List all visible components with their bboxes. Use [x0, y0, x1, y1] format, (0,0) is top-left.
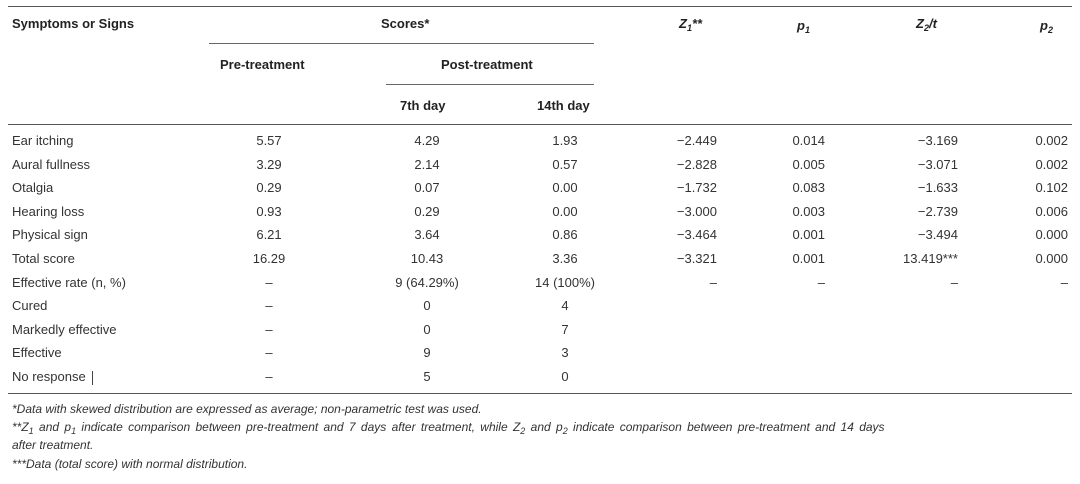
cell-day7: 3.64 — [414, 227, 440, 243]
row-label: No response — [12, 369, 86, 384]
row-label: Ear itching — [12, 133, 74, 148]
cell-z1: −2.449 — [676, 133, 717, 148]
cell-day7: 0.07 — [414, 180, 440, 196]
text-cursor — [92, 371, 93, 385]
cell-z2: −3.071 — [917, 156, 958, 172]
cell-day14: 3 — [561, 345, 569, 361]
cell-z2: – — [950, 274, 958, 290]
cell-pre-treatment: 16.29 — [252, 251, 286, 266]
cell-p1: 0.083 — [792, 180, 825, 196]
header-bottom-rule — [8, 124, 1072, 125]
cell-pre-treatment: – — [265, 321, 273, 337]
header-pre-treatment: Pre-treatment — [220, 57, 305, 72]
cell-z2: 13.419*** — [903, 251, 958, 266]
cell-p2: 0.002 — [1035, 156, 1068, 172]
header-p1: p1 — [797, 18, 810, 35]
cell-z2: −1.633 — [917, 180, 958, 196]
cell-p2: 0.000 — [1035, 251, 1068, 266]
row-label: Otalgia — [12, 180, 54, 196]
cell-day14: 0.00 — [552, 203, 578, 219]
cell-pre-treatment: 6.21 — [256, 227, 282, 243]
header-symptoms: Symptoms or Signs — [12, 16, 135, 31]
cell-p2: 0.002 — [1035, 133, 1068, 148]
cell-p1: 0.003 — [792, 203, 825, 219]
cell-day7: 9 — [423, 345, 431, 361]
cell-pre-treatment: 0.93 — [256, 203, 282, 219]
cell-z1: −3.321 — [676, 251, 717, 266]
cell-pre-treatment: 3.29 — [256, 156, 282, 172]
row-label: Total score — [12, 251, 75, 266]
cell-z2: −3.169 — [917, 133, 958, 148]
cell-p2: 0.006 — [1035, 203, 1068, 219]
cell-pre-treatment: – — [265, 369, 273, 384]
cell-p2: – — [1060, 274, 1068, 290]
cell-day7: 0 — [423, 298, 431, 314]
row-label: Effective rate (n, %) — [12, 274, 126, 290]
footnote-1: *Data with skewed distribution are expre… — [12, 402, 482, 416]
cell-pre-treatment: – — [265, 274, 273, 290]
cell-p1: 0.014 — [792, 133, 825, 148]
cell-p2: 0.000 — [1035, 227, 1068, 243]
cell-day14: 0.00 — [552, 180, 578, 196]
header-day7: 7th day — [400, 98, 446, 113]
cell-pre-treatment: 5.57 — [256, 133, 282, 148]
header-post-treatment: Post-treatment — [441, 57, 533, 72]
post-treatment-underline — [386, 84, 594, 85]
cell-day7: 0 — [423, 321, 431, 337]
row-label: Hearing loss — [12, 203, 85, 219]
cell-z1: −1.732 — [676, 180, 717, 196]
cell-day14: 0 — [561, 369, 569, 384]
cell-pre-treatment: – — [265, 298, 273, 314]
cell-day14: 1.93 — [552, 133, 578, 148]
cell-p1: 0.005 — [792, 156, 825, 172]
cell-day7: 10.43 — [410, 251, 444, 266]
row-label: Effective — [12, 345, 62, 361]
cell-day7: 9 (64.29%) — [395, 274, 459, 290]
footnote-2: **Z1 and p1 indicate comparison between … — [12, 420, 885, 436]
row-label: Cured — [12, 298, 48, 314]
scores-underline — [209, 43, 594, 44]
row-label: Physical sign — [12, 227, 88, 243]
cell-z1: −2.828 — [676, 156, 717, 172]
cell-pre-treatment: – — [265, 345, 273, 361]
header-scores: Scores* — [381, 16, 430, 31]
footnote-3: ***Data (total score) with normal distri… — [12, 457, 248, 471]
cell-z1: −3.464 — [676, 227, 717, 243]
cell-p2: 0.102 — [1035, 180, 1068, 196]
cell-day7: 5 — [423, 369, 431, 384]
cell-day7: 0.29 — [414, 203, 440, 219]
cell-z2: −2.739 — [917, 203, 958, 219]
cell-p1: 0.001 — [792, 251, 825, 266]
cell-day14: 14 (100%) — [535, 274, 595, 290]
cell-day7: 2.14 — [414, 156, 440, 172]
cell-pre-treatment: 0.29 — [256, 180, 282, 196]
cell-day7: 4.29 — [414, 133, 440, 148]
row-label: Aural fullness — [12, 156, 91, 172]
cell-day14: 3.36 — [552, 251, 578, 266]
header-p2: p2 — [1040, 18, 1053, 35]
table-top-rule — [8, 6, 1072, 7]
cell-p1: – — [817, 274, 825, 290]
cell-z1: −3.000 — [676, 203, 717, 219]
cell-day14: 0.57 — [552, 156, 578, 172]
header-z2: Z2/t — [916, 16, 937, 33]
cell-z2: −3.494 — [917, 227, 958, 243]
header-day14: 14th day — [537, 98, 590, 113]
header-z1: Z1** — [679, 16, 703, 33]
cell-z1: – — [709, 274, 717, 290]
cell-p1: 0.001 — [792, 227, 825, 243]
table-bottom-rule — [8, 393, 1072, 394]
footnote-2-continued: after treatment. — [12, 438, 94, 452]
cell-day14: 4 — [561, 298, 569, 314]
cell-day14: 7 — [561, 321, 569, 337]
row-label: Markedly effective — [12, 321, 117, 337]
cell-day14: 0.86 — [552, 227, 578, 243]
